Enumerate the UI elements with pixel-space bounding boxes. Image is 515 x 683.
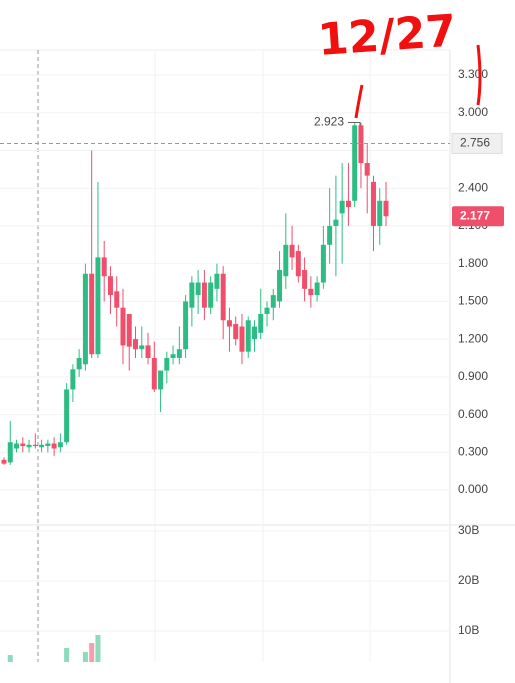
candle-body bbox=[32, 444, 38, 447]
candle-body bbox=[64, 389, 70, 443]
handwritten-stroke bbox=[354, 44, 482, 119]
max-label: 2.923 bbox=[314, 115, 344, 129]
crosshair-label-box bbox=[451, 132, 503, 154]
candle-body bbox=[327, 225, 333, 245]
candle-body bbox=[364, 163, 370, 176]
candle-body bbox=[76, 357, 82, 370]
y-tick-label: 1.500 bbox=[458, 294, 488, 308]
volume-tick-label: 10B bbox=[458, 623, 479, 637]
candle-body bbox=[289, 244, 295, 258]
candle-body bbox=[320, 244, 326, 283]
candle-body bbox=[201, 282, 207, 308]
candle-body bbox=[45, 443, 51, 447]
candle-body bbox=[251, 326, 257, 340]
candle-body bbox=[233, 324, 239, 340]
candle-body bbox=[302, 269, 308, 289]
candle-body bbox=[107, 276, 113, 296]
volume-bar bbox=[7, 655, 13, 662]
y-tick-label: 0.000 bbox=[458, 482, 488, 496]
candle-body bbox=[370, 181, 376, 226]
candle-body bbox=[358, 125, 364, 164]
candle-body bbox=[145, 345, 151, 358]
y-tick-label: 1.800 bbox=[458, 256, 488, 270]
candle-body bbox=[295, 251, 301, 277]
candle-body bbox=[164, 357, 170, 371]
candle-body bbox=[383, 200, 389, 217]
candle-body bbox=[377, 200, 383, 226]
candle-body bbox=[26, 444, 32, 448]
candle-body bbox=[176, 349, 182, 358]
candle-body bbox=[120, 307, 126, 346]
last-price-label: 2.177 bbox=[460, 208, 490, 222]
candle-body bbox=[333, 219, 339, 226]
candle-body bbox=[158, 370, 164, 390]
candle-body bbox=[114, 291, 120, 308]
candle-body bbox=[195, 282, 201, 296]
candle-body bbox=[1, 459, 7, 464]
candle-body bbox=[70, 369, 76, 390]
candle-body bbox=[39, 444, 45, 448]
volume-tick-label: 20B bbox=[458, 573, 479, 587]
volume-bar bbox=[82, 652, 88, 662]
candle-body bbox=[95, 257, 101, 355]
handwritten-annotation: 12/27 bbox=[316, 5, 458, 66]
candle-body bbox=[133, 339, 139, 350]
volume-bar bbox=[95, 635, 101, 662]
crosshair-label: 2.756 bbox=[460, 136, 490, 150]
volume-tick-label: 30B bbox=[458, 523, 479, 537]
candle-body bbox=[82, 273, 88, 365]
last-price-box bbox=[452, 206, 504, 227]
candle-body bbox=[239, 326, 245, 352]
candle-body bbox=[283, 244, 289, 277]
candle-body bbox=[101, 257, 107, 277]
y-tick-label: 3.000 bbox=[458, 105, 488, 119]
candle-body bbox=[20, 443, 26, 447]
max-label-bracket bbox=[348, 121, 361, 127]
candle-body bbox=[51, 443, 57, 449]
volume-bar bbox=[64, 648, 70, 662]
candle-body bbox=[258, 313, 264, 333]
y-tick-label: 1.200 bbox=[458, 331, 488, 345]
candle-body bbox=[270, 295, 276, 308]
y-tick-label: 2.400 bbox=[458, 180, 488, 194]
candle-body bbox=[277, 269, 283, 302]
candle-body bbox=[7, 442, 13, 463]
y-tick-label: 0.600 bbox=[458, 407, 488, 421]
candle-body bbox=[170, 354, 176, 358]
candle-body bbox=[314, 282, 320, 296]
candle-body bbox=[189, 282, 195, 308]
candle-body bbox=[183, 301, 189, 350]
y-tick-label: 0.300 bbox=[458, 444, 488, 458]
candle-body bbox=[308, 288, 314, 296]
candle-body bbox=[208, 282, 214, 308]
y-tick-label: 0.900 bbox=[458, 369, 488, 383]
candle-body bbox=[226, 320, 232, 327]
candle-body bbox=[126, 313, 132, 347]
candle-body bbox=[345, 200, 351, 208]
candle-body bbox=[264, 307, 270, 314]
candle-body bbox=[245, 320, 251, 352]
candle-body bbox=[139, 345, 145, 350]
candle-body bbox=[352, 125, 358, 201]
candle-body bbox=[14, 443, 20, 449]
candle-body bbox=[89, 273, 95, 355]
candle-body bbox=[151, 357, 157, 390]
candle-body bbox=[339, 200, 345, 214]
candle-body bbox=[57, 442, 63, 448]
volume-bar bbox=[89, 643, 95, 662]
candle-body bbox=[220, 273, 226, 321]
y-tick-label: 3.300 bbox=[458, 67, 488, 81]
candle-body bbox=[214, 273, 220, 289]
